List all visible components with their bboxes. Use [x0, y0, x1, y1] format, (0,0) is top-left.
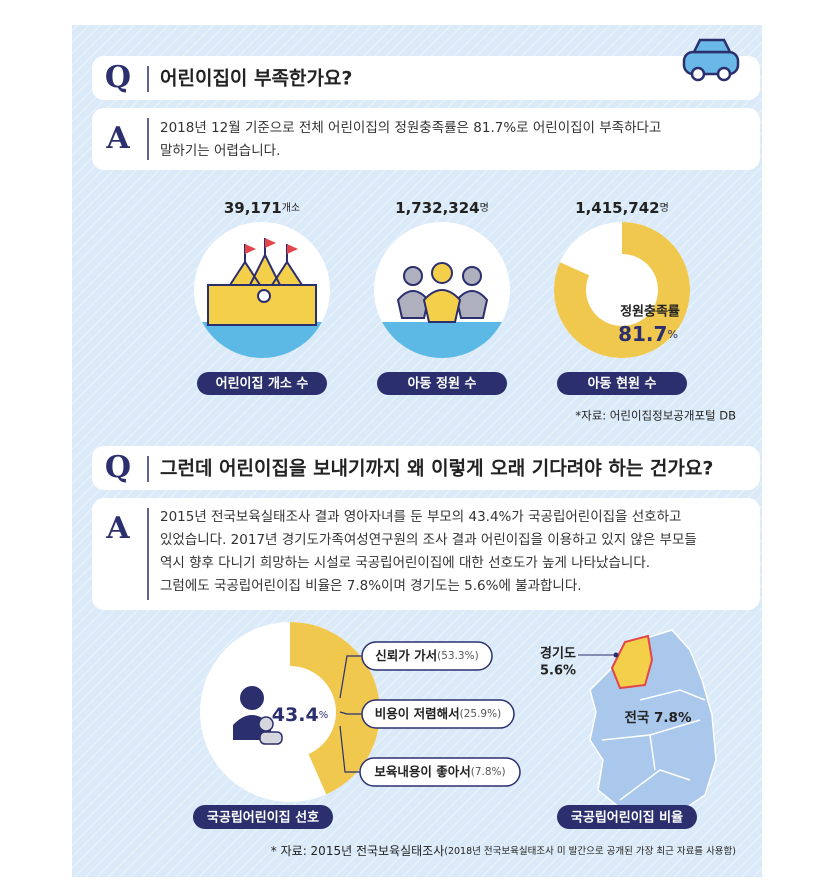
answer-line: 2018년 12월 기준으로 전체 어린이집의 정원충족률은 81.7%로 어린… [160, 120, 661, 136]
question-bar [92, 446, 760, 490]
a-letter: A [105, 511, 130, 546]
label-pill [557, 372, 687, 395]
reason-text: 신뢰가 가서 [375, 648, 437, 663]
national-value: 전국 7.8% [625, 709, 692, 726]
reason: 비용이 저렴해서(25.9%) [375, 706, 501, 721]
answer-bar [92, 498, 760, 610]
rate-number: 81.7 [618, 322, 667, 346]
stat-label: 아동 정원 수 [408, 376, 477, 392]
answer-line: 그럼에도 국공립어린이집 비율은 7.8%이며 경기도는 5.6%에 불과합니다… [160, 578, 582, 594]
source-note: (2018년 전국보육실태조사 미 발간으로 공개된 가장 최근 자료를 사용함… [444, 845, 736, 857]
rate-value: 81.7% [618, 322, 678, 346]
reason: 보육내용이 좋아서(7.8%) [374, 764, 505, 779]
rate-label: 정원충족률 [620, 304, 680, 320]
connector [339, 725, 360, 773]
answer-line: 역시 향후 다니기 희망하는 시설로 국공립어린이집에 대한 선호도가 높게 나… [160, 555, 650, 571]
pref-number: 43.4 [272, 704, 319, 726]
label-pill [197, 372, 327, 395]
stat-number: 1,415,742 [575, 199, 659, 217]
q-letter: Q [105, 60, 131, 95]
answer-bar [92, 108, 760, 170]
pref-value: 43.4% [272, 704, 328, 726]
car-icon [682, 38, 740, 82]
reason-text: 비용이 저렴해서 [375, 706, 460, 721]
stat-value: 39,171개소 [224, 199, 300, 217]
korea-map [578, 629, 717, 816]
rate-unit: % [667, 328, 677, 341]
stat-unit: 명 [480, 202, 489, 214]
label-pill [377, 372, 507, 395]
stat-number: 1,732,324 [395, 199, 479, 217]
daycare-icon [194, 222, 330, 358]
question-bar [92, 56, 760, 100]
reason-text: 보육내용이 좋아서 [374, 764, 470, 779]
reason: 신뢰가 가서(53.3%) [375, 648, 478, 663]
stat-number: 39,171 [224, 199, 282, 217]
connector [339, 711, 362, 715]
stat-label: 어린이집 개소 수 [216, 376, 309, 392]
answer-line: 있었습니다. 2017년 경기도가족여성연구원의 조사 결과 어린이집을 이용하… [160, 532, 697, 548]
pref-unit: % [319, 710, 329, 721]
reason-share: (53.3%) [437, 650, 479, 662]
question: 그런데 어린이집을 보내기까지 왜 이렇게 오래 기다려야 하는 건가요? [160, 458, 713, 480]
reason-pill [361, 641, 493, 671]
q-letter: Q [105, 450, 131, 485]
question: 어린이집이 부족한가요? [160, 68, 352, 90]
label-pill [557, 805, 697, 829]
source: * 자료: 2015년 전국보육실태조사(2018년 전국보육실태조사 미 발간… [271, 844, 736, 858]
source-main: * 자료: 2015년 전국보육실태조사 [271, 844, 444, 858]
answer-line: 말하기는 어렵습니다. [160, 143, 280, 159]
stat-value: 1,732,324명 [395, 199, 489, 217]
rate-donut-hole [586, 254, 658, 326]
stat-value: 1,415,742명 [575, 199, 669, 217]
pref-label: 국공립어린이집 선호 [207, 810, 319, 826]
a-letter: A [105, 121, 130, 156]
label-pill [193, 805, 333, 829]
stat-label: 아동 현원 수 [588, 376, 657, 392]
stat-unit: 개소 [282, 202, 300, 214]
region-value: 5.6% [540, 664, 576, 679]
reason-pill [359, 757, 521, 787]
source: *자료: 어린이집정보공개포털 DB [575, 409, 736, 423]
reason-share: (25.9%) [460, 708, 502, 720]
reasons: 신뢰가 가서(53.3%) 비용이 저렴해서(25.9%) 보육내용이 좋아서(7.… [339, 641, 521, 787]
parent-icon [233, 686, 283, 745]
reason-pill [361, 699, 515, 729]
connector [339, 655, 362, 699]
stat-unit: 명 [660, 202, 669, 214]
answer-line: 2015년 전국보육실태조사 결과 영아자녀를 둔 부모의 43.4%가 국공립… [160, 509, 681, 525]
reason-share: (7.8%) [471, 766, 506, 778]
region-name: 경기도 [540, 646, 576, 662]
map-label: 국공립어린이집 비율 [571, 810, 683, 826]
